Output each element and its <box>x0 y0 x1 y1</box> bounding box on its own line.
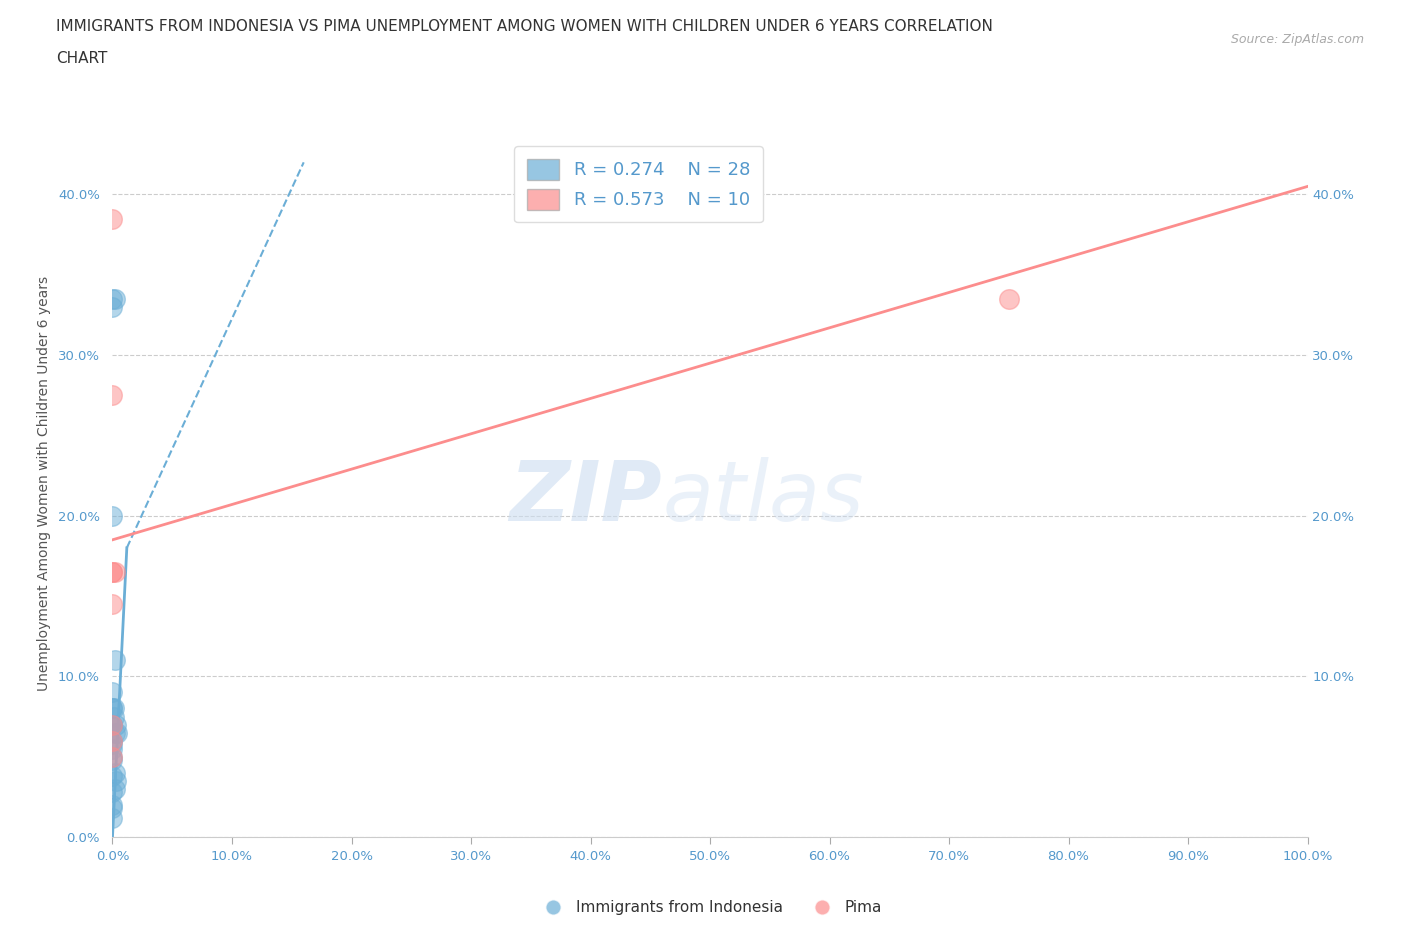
Text: IMMIGRANTS FROM INDONESIA VS PIMA UNEMPLOYMENT AMONG WOMEN WITH CHILDREN UNDER 6: IMMIGRANTS FROM INDONESIA VS PIMA UNEMPL… <box>56 19 993 33</box>
Point <box>101 717 124 732</box>
Point <box>998 291 1021 306</box>
Point <box>101 565 124 579</box>
Point <box>105 717 128 732</box>
Legend: Immigrants from Indonesia, Pima: Immigrants from Indonesia, Pima <box>531 894 889 922</box>
Point <box>101 752 124 767</box>
Text: atlas: atlas <box>662 458 863 538</box>
Point <box>101 785 124 800</box>
Point <box>101 737 124 751</box>
Point <box>101 388 124 403</box>
Point <box>101 701 124 716</box>
Point <box>101 509 124 524</box>
Point <box>104 781 127 796</box>
Point <box>101 801 124 816</box>
Point <box>105 774 128 789</box>
Point <box>104 653 127 668</box>
Point <box>101 717 124 732</box>
Point <box>101 299 124 314</box>
Point <box>104 765 127 780</box>
Point <box>101 733 124 748</box>
Y-axis label: Unemployment Among Women with Children Under 6 years: Unemployment Among Women with Children U… <box>37 276 51 691</box>
Point <box>101 750 124 764</box>
Text: ZIP: ZIP <box>509 458 662 538</box>
Point <box>104 725 127 740</box>
Point <box>101 717 124 732</box>
Point <box>101 741 124 756</box>
Point <box>104 291 127 306</box>
Point <box>101 291 124 306</box>
Point <box>101 733 124 748</box>
Point <box>103 701 125 716</box>
Point <box>101 211 124 226</box>
Point <box>101 810 124 825</box>
Text: CHART: CHART <box>56 51 108 66</box>
Point <box>101 768 124 783</box>
Point <box>101 565 124 579</box>
Point <box>101 685 124 700</box>
Text: Source: ZipAtlas.com: Source: ZipAtlas.com <box>1230 33 1364 46</box>
Point <box>104 565 127 579</box>
Point <box>101 701 124 716</box>
Point <box>101 797 124 812</box>
Point <box>103 709 125 724</box>
Point <box>105 725 128 740</box>
Point <box>101 597 124 612</box>
Point <box>101 750 124 764</box>
